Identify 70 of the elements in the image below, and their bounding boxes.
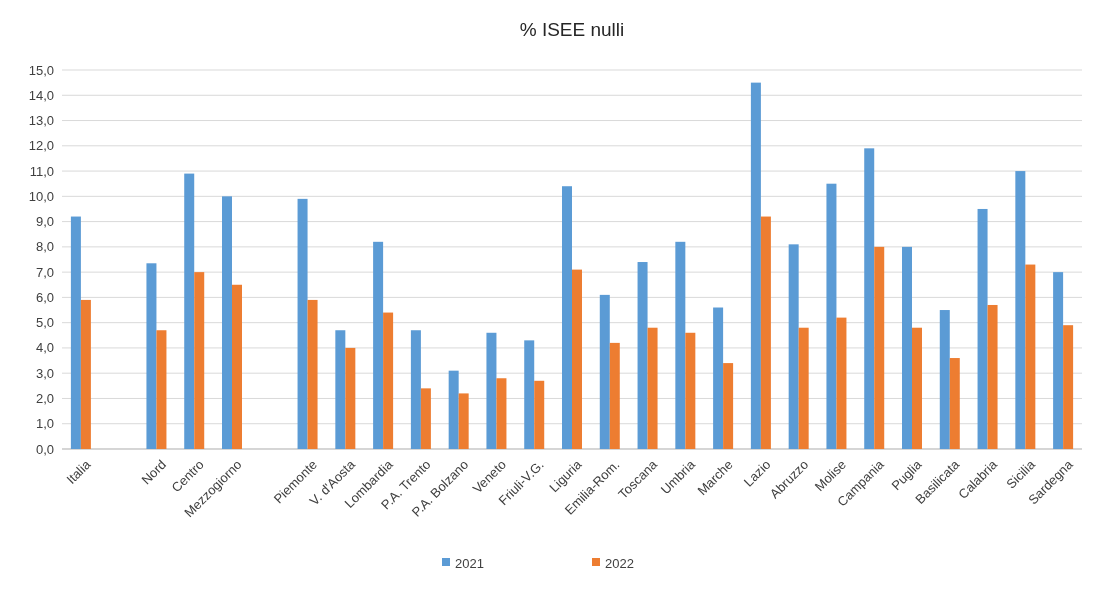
y-tick-label: 10,0 bbox=[28, 188, 54, 204]
bar bbox=[222, 196, 232, 449]
y-tick-label: 15,0 bbox=[28, 62, 54, 78]
bar bbox=[448, 370, 459, 449]
y-tick-label: 11,0 bbox=[29, 163, 54, 179]
y-tick-label: 4,0 bbox=[35, 340, 54, 356]
bar bbox=[146, 263, 157, 449]
bar bbox=[297, 198, 308, 449]
y-tick-label: 5,0 bbox=[35, 315, 54, 331]
bar bbox=[1015, 171, 1026, 449]
bar bbox=[987, 304, 998, 449]
bar bbox=[902, 246, 912, 449]
chart-title: % ISEE nulli bbox=[519, 19, 625, 40]
bar bbox=[912, 327, 922, 449]
bar bbox=[562, 186, 572, 449]
y-tick-label: 14,0 bbox=[28, 87, 54, 103]
y-tick-label: 6,0 bbox=[35, 289, 54, 305]
bar bbox=[977, 208, 988, 449]
bar bbox=[458, 393, 469, 449]
bar bbox=[1063, 325, 1074, 449]
bar bbox=[373, 241, 384, 449]
bar bbox=[788, 244, 799, 449]
bar bbox=[723, 363, 734, 449]
bar bbox=[750, 82, 761, 449]
bar bbox=[383, 312, 394, 449]
bar bbox=[496, 378, 507, 449]
bar bbox=[156, 330, 167, 449]
bar bbox=[637, 262, 648, 449]
bar bbox=[486, 332, 497, 449]
bar bbox=[874, 246, 885, 449]
bar bbox=[572, 269, 582, 449]
bar bbox=[949, 358, 960, 449]
bar bbox=[70, 216, 81, 449]
y-tick-label: 3,0 bbox=[35, 365, 54, 381]
y-tick-label: 9,0 bbox=[35, 214, 54, 230]
y-tick-label: 2,0 bbox=[35, 391, 54, 407]
bar bbox=[1053, 272, 1064, 449]
y-tick-label: 1,0 bbox=[35, 416, 54, 432]
legend-label: 2021 bbox=[455, 555, 484, 571]
y-tick-label: 7,0 bbox=[35, 264, 54, 280]
bar bbox=[194, 272, 205, 449]
bar bbox=[939, 310, 950, 449]
bar bbox=[184, 173, 195, 449]
bar bbox=[420, 388, 431, 449]
bar bbox=[675, 241, 686, 449]
bar bbox=[410, 330, 421, 449]
bar bbox=[836, 317, 847, 449]
bar bbox=[864, 148, 875, 449]
y-tick-label: 13,0 bbox=[28, 113, 54, 129]
bar bbox=[307, 299, 318, 449]
bar bbox=[232, 284, 242, 449]
bar bbox=[826, 183, 837, 449]
bar bbox=[647, 327, 658, 449]
legend-label: 2022 bbox=[605, 555, 634, 571]
bar bbox=[609, 342, 620, 449]
bar bbox=[599, 294, 610, 449]
bar bbox=[80, 299, 91, 449]
y-tick-label: 0,0 bbox=[35, 441, 54, 457]
bar bbox=[798, 327, 809, 449]
bar bbox=[534, 380, 545, 449]
bar bbox=[760, 216, 771, 449]
bar bbox=[685, 332, 696, 449]
x-tick-label: Italia bbox=[63, 456, 94, 487]
y-tick-label: 12,0 bbox=[28, 138, 54, 154]
bar bbox=[713, 307, 724, 449]
bar bbox=[1025, 264, 1036, 449]
bar bbox=[524, 340, 535, 449]
bar bbox=[345, 347, 356, 449]
bar bbox=[335, 330, 346, 449]
y-tick-label: 8,0 bbox=[35, 239, 54, 255]
